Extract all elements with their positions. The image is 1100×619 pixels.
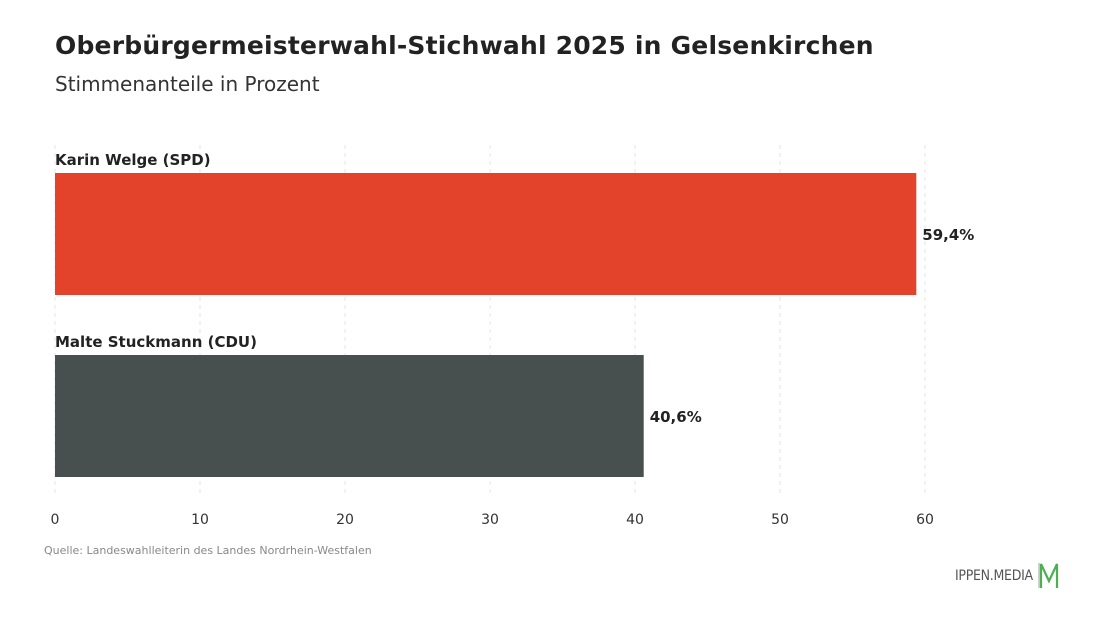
x-tick-label: 60 xyxy=(916,512,934,528)
x-tick-label: 0 xyxy=(51,512,60,528)
x-tick-label: 30 xyxy=(481,512,499,528)
bar xyxy=(55,355,644,477)
category-label: Malte Stuckmann (CDU) xyxy=(55,333,257,351)
source-note: Quelle: Landeswahlleiterin des Landes No… xyxy=(44,544,372,557)
category-label: Karin Welge (SPD) xyxy=(55,151,211,169)
logo-text: IPPEN.MEDIA xyxy=(955,568,1033,584)
bar-value-label: 40,6% xyxy=(650,408,702,426)
publisher-logo: IPPEN.MEDIA xyxy=(955,561,1063,591)
x-tick-label: 40 xyxy=(626,512,644,528)
x-tick-label: 50 xyxy=(771,512,789,528)
chart-title: Oberbürgermeisterwahl-Stichwahl 2025 in … xyxy=(55,31,874,60)
bar-chart: Karin Welge (SPD) 59,4% Malte Stuckmann (C… xyxy=(51,145,974,528)
bar-value-label: 59,4% xyxy=(922,226,974,244)
logo-m-icon xyxy=(1038,563,1058,588)
bar xyxy=(55,173,917,295)
x-tick-label: 10 xyxy=(191,512,209,528)
x-tick-label: 20 xyxy=(336,512,354,528)
chart-subtitle: Stimmenanteile in Prozent xyxy=(55,72,320,96)
